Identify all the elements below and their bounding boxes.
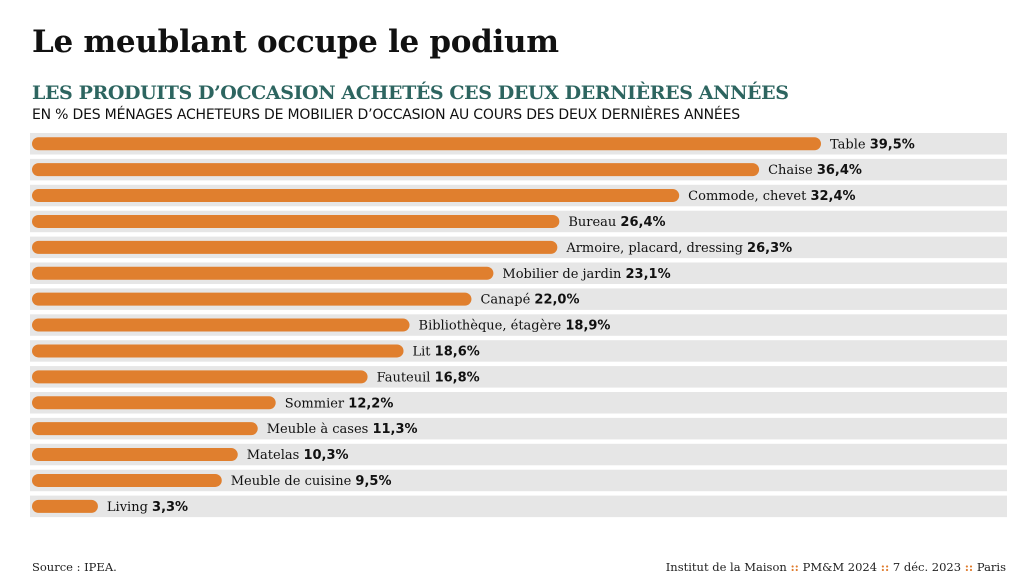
value-label: 16,8%	[435, 370, 480, 385]
bar	[32, 163, 760, 177]
credit-city: Paris	[976, 560, 1006, 574]
value-label: 11,3%	[372, 422, 417, 437]
category-label: Armoire, placard, dressing	[565, 241, 747, 256]
category-label: Meuble de cuisine	[231, 474, 356, 489]
bar	[32, 266, 494, 280]
chart-subtitle: LES PRODUITS D’OCCASION ACHETÉS CES DEUX…	[32, 82, 789, 104]
bar	[32, 396, 276, 410]
credit-separator: ::	[880, 560, 890, 574]
value-label: 10,3%	[303, 448, 348, 463]
bar-label-group: Commode, chevet 32,4%	[688, 189, 855, 204]
bar-track	[30, 443, 1007, 466]
bar-label-group: Lit 18,6%	[413, 344, 480, 359]
bar	[32, 448, 238, 462]
category-label: Canapé	[480, 293, 534, 308]
category-label: Lit	[413, 344, 435, 359]
bar	[32, 240, 558, 254]
category-label: Bureau	[568, 215, 620, 230]
bar-label-group: Meuble de cuisine 9,5%	[231, 474, 392, 489]
bar-label-group: Chaise 36,4%	[768, 163, 862, 178]
category-label: Mobilier de jardin	[502, 267, 625, 282]
category-label: Chaise	[768, 163, 817, 178]
unit-note: EN % DES MÉNAGES ACHETEURS DE MOBILIER D…	[32, 107, 740, 123]
page-title: Le meublant occupe le podium	[32, 24, 559, 60]
bar	[32, 370, 368, 384]
credit-publisher: Institut de la Maison	[665, 560, 787, 574]
source-note: Source : IPEA.	[32, 560, 117, 574]
bar-track	[30, 417, 1007, 440]
bar	[32, 422, 258, 436]
credit-separator: ::	[790, 560, 799, 574]
bar-label-group: Fauteuil 16,8%	[377, 370, 480, 385]
category-label: Meuble à cases	[267, 422, 373, 437]
bar-label-group: Meuble à cases 11,3%	[267, 422, 418, 437]
bar-track	[30, 495, 1007, 518]
value-label: 32,4%	[810, 189, 855, 204]
bar-track	[30, 469, 1007, 492]
category-label: Living	[107, 500, 152, 515]
value-label: 9,5%	[355, 474, 391, 489]
bar	[32, 318, 410, 332]
bar	[32, 214, 560, 228]
bar-label-group: Matelas 10,3%	[247, 448, 349, 463]
category-label: Commode, chevet	[688, 189, 810, 204]
value-label: 22,0%	[534, 293, 579, 308]
credit-separator: ::	[964, 560, 974, 574]
value-label: 3,3%	[152, 500, 188, 515]
value-label: 26,4%	[620, 215, 665, 230]
credit-line: Institut de la Maison :: PM&M 2024 :: 7 …	[666, 560, 1006, 574]
bar	[32, 292, 472, 306]
value-label: 39,5%	[870, 137, 915, 152]
bar-label-group: Sommier 12,2%	[285, 396, 394, 411]
bar	[32, 473, 222, 487]
category-label: Sommier	[285, 396, 349, 411]
bar-label-group: Table 39,5%	[830, 137, 915, 152]
bar	[32, 137, 821, 151]
bar-label-group: Living 3,3%	[107, 500, 188, 515]
bar-track	[30, 392, 1007, 414]
value-label: 36,4%	[817, 163, 862, 178]
bar	[32, 344, 404, 358]
bar-label-group: Bibliothèque, étagère 18,9%	[419, 319, 611, 334]
credit-event: PM&M 2024	[802, 560, 878, 574]
value-label: 18,9%	[565, 319, 610, 334]
category-label: Fauteuil	[377, 370, 435, 385]
credit-date: 7 déc. 2023	[892, 560, 962, 574]
value-label: 26,3%	[747, 241, 792, 256]
bar-label-group: Bureau 26,4%	[568, 215, 665, 230]
bar-label-group: Canapé 22,0%	[480, 293, 579, 308]
value-label: 18,6%	[435, 344, 480, 359]
bar-label-group: Mobilier de jardin 23,1%	[502, 267, 670, 282]
category-label: Table	[830, 137, 870, 152]
bar	[32, 189, 680, 203]
value-label: 12,2%	[348, 396, 393, 411]
category-label: Matelas	[247, 448, 304, 463]
category-label: Bibliothèque, étagère	[419, 319, 566, 334]
bar-label-group: Armoire, placard, dressing 26,3%	[565, 241, 792, 256]
value-label: 23,1%	[626, 267, 671, 282]
bar	[32, 499, 98, 513]
